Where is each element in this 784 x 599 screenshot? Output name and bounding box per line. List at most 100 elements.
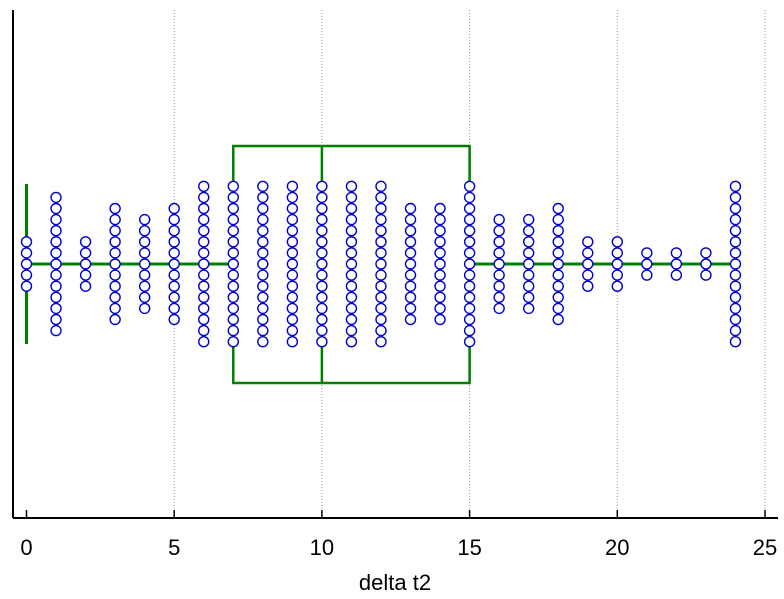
data-point <box>79 236 92 248</box>
data-point <box>522 302 535 315</box>
data-point <box>552 302 564 315</box>
data-point <box>375 236 387 248</box>
data-point <box>345 202 358 215</box>
data-point <box>286 236 299 248</box>
data-point <box>552 258 564 270</box>
data-point <box>50 258 62 270</box>
data-point <box>227 180 239 193</box>
data-point <box>375 258 387 270</box>
data-point <box>729 236 742 248</box>
data-point <box>286 202 299 215</box>
data-point <box>522 247 535 259</box>
data-point <box>552 313 564 326</box>
grid-lines <box>173 10 766 518</box>
data-point <box>138 302 151 315</box>
data-point <box>257 280 269 292</box>
data-point <box>286 224 299 237</box>
data-point <box>375 191 387 204</box>
data-point <box>257 291 269 303</box>
data-point <box>670 247 683 259</box>
data-point <box>257 191 269 204</box>
data-point <box>345 180 358 193</box>
data-point <box>522 280 535 292</box>
data-point <box>522 269 535 281</box>
data-point <box>227 202 239 215</box>
data-point <box>227 302 239 315</box>
data-point <box>227 258 239 270</box>
data-point <box>404 269 417 281</box>
data-point <box>50 302 62 315</box>
data-point <box>375 213 387 226</box>
data-point <box>434 313 446 326</box>
data-point <box>611 269 623 281</box>
data-point <box>286 191 299 204</box>
data-point <box>227 269 239 281</box>
data-point <box>109 236 121 248</box>
data-point <box>227 191 239 204</box>
data-point <box>375 313 387 326</box>
data-point <box>493 280 505 292</box>
data-point <box>198 191 210 204</box>
data-point <box>168 313 180 326</box>
data-point <box>434 258 446 270</box>
data-point <box>729 291 742 303</box>
data-point <box>700 269 712 281</box>
x-axis-ticks: 0 5 10 15 20 25 <box>20 510 777 560</box>
data-point <box>463 258 476 270</box>
data-point <box>286 302 299 315</box>
data-point <box>729 324 742 337</box>
data-point <box>257 336 269 348</box>
data-point <box>375 302 387 315</box>
data-point <box>50 324 62 337</box>
data-point <box>316 258 328 270</box>
data-point <box>20 269 33 281</box>
data-point <box>463 324 476 337</box>
data-point <box>493 269 505 281</box>
data-point <box>50 202 62 215</box>
data-point <box>286 336 299 348</box>
data-point <box>522 291 535 303</box>
data-point <box>493 291 505 303</box>
data-point <box>168 236 180 248</box>
data-point <box>729 180 742 193</box>
data-point <box>552 213 564 226</box>
data-point <box>493 224 505 237</box>
data-point <box>522 224 535 237</box>
data-point <box>345 280 358 292</box>
x-tick-label: 15 <box>457 535 481 560</box>
data-point <box>227 213 239 226</box>
data-point <box>345 224 358 237</box>
data-point <box>552 280 564 292</box>
data-point <box>257 269 269 281</box>
data-point <box>138 291 151 303</box>
data-point <box>109 313 121 326</box>
data-point <box>257 213 269 226</box>
data-point <box>404 213 417 226</box>
data-point <box>463 269 476 281</box>
data-point <box>345 213 358 226</box>
data-point <box>375 202 387 215</box>
data-point <box>257 324 269 337</box>
data-point <box>434 280 446 292</box>
data-point <box>582 247 594 259</box>
data-point <box>463 180 476 193</box>
data-point <box>50 247 62 259</box>
data-point <box>227 280 239 292</box>
data-point <box>168 280 180 292</box>
data-point <box>493 247 505 259</box>
data-point <box>345 336 358 348</box>
data-point <box>286 280 299 292</box>
data-point <box>404 291 417 303</box>
data-point <box>463 191 476 204</box>
data-point <box>227 324 239 337</box>
data-point <box>316 280 328 292</box>
data-point <box>316 269 328 281</box>
data-point <box>227 224 239 237</box>
data-point <box>198 302 210 315</box>
data-point <box>198 202 210 215</box>
data-point <box>227 291 239 303</box>
data-point <box>729 302 742 315</box>
data-point <box>138 280 151 292</box>
data-point <box>463 224 476 237</box>
data-point <box>20 247 33 259</box>
